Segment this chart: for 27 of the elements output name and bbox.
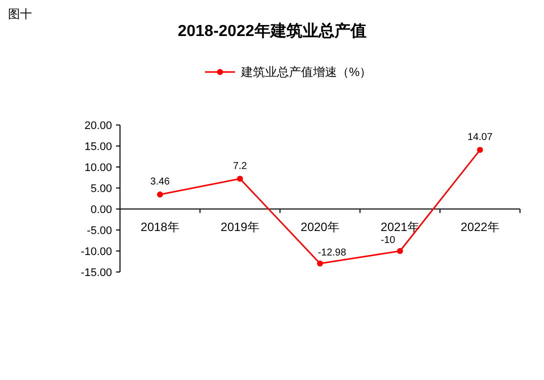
legend-label: 建筑业总产值增速（%）: [240, 65, 372, 79]
data-label: 7.2: [233, 160, 248, 172]
y-tick-label: -5.00: [86, 225, 112, 237]
x-tick-label: 2019年: [220, 220, 260, 234]
point: [477, 146, 483, 153]
y-tick-label: 15.00: [84, 141, 112, 153]
x-tick-label: 2021年: [380, 220, 420, 234]
y-tick-label: 20.00: [84, 120, 112, 132]
point: [397, 248, 403, 254]
point: [157, 191, 163, 198]
point: [317, 260, 323, 267]
y-tick-label: 0.00: [90, 204, 112, 216]
data-label: 3.46: [150, 176, 170, 188]
y-tick-label: -10.00: [80, 246, 112, 258]
text: 图十: [8, 7, 32, 21]
chart-title: 2018-2022年建筑业总产值: [178, 22, 366, 40]
x-tick-label: 2022年: [460, 220, 500, 234]
y-tick-label: -15.00: [80, 267, 112, 279]
point: [237, 176, 243, 182]
data-label: -10: [380, 235, 396, 246]
legend: 建筑业总产值增速（%）: [205, 65, 372, 79]
y-tick-label: 5.00: [90, 183, 112, 195]
data-label: -12.98: [318, 248, 347, 259]
x-tick-label: 2018年: [140, 220, 180, 234]
x-tick-label: 2020年: [300, 220, 340, 234]
y-tick-label: 10.00: [84, 162, 112, 174]
data-label: 14.07: [467, 132, 493, 143]
